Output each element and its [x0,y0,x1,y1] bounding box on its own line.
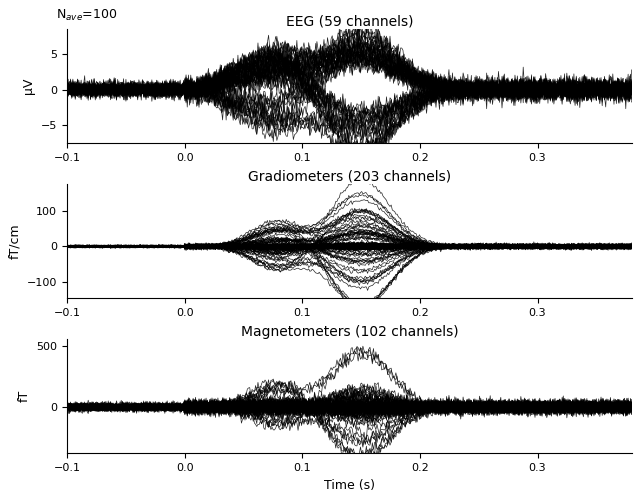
Text: N$_{ave}$=100: N$_{ave}$=100 [56,8,117,23]
Title: EEG (59 channels): EEG (59 channels) [285,14,413,28]
Title: Gradiometers (203 channels): Gradiometers (203 channels) [248,170,451,184]
Y-axis label: μV: μV [22,78,35,94]
Title: Magnetometers (102 channels): Magnetometers (102 channels) [241,325,458,339]
Y-axis label: fT/cm: fT/cm [8,223,21,259]
Y-axis label: fT: fT [18,390,31,402]
X-axis label: Time (s): Time (s) [324,478,375,492]
